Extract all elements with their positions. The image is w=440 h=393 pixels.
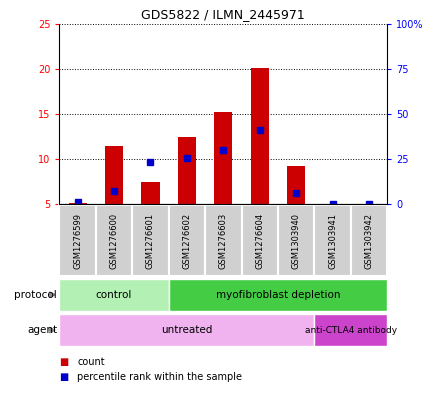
Text: ■: ■ [59,372,69,382]
Text: GSM1276600: GSM1276600 [110,213,118,269]
FancyBboxPatch shape [205,205,242,276]
FancyBboxPatch shape [59,205,96,276]
FancyBboxPatch shape [169,205,205,276]
Bar [214,112,232,204]
Bar [251,68,269,204]
FancyBboxPatch shape [96,205,132,276]
Text: anti-CTLA4 antibody: anti-CTLA4 antibody [305,326,397,334]
Title: GDS5822 / ILMN_2445971: GDS5822 / ILMN_2445971 [141,8,305,21]
FancyBboxPatch shape [59,279,169,310]
Text: control: control [96,290,132,300]
Text: GSM1276603: GSM1276603 [219,213,228,269]
Text: GSM1303941: GSM1303941 [328,213,337,269]
FancyBboxPatch shape [59,314,314,346]
Bar [105,145,123,204]
FancyBboxPatch shape [278,205,314,276]
FancyBboxPatch shape [314,205,351,276]
Text: untreated: untreated [161,325,213,335]
Text: percentile rank within the sample: percentile rank within the sample [77,372,242,382]
Text: count: count [77,356,105,367]
Text: GSM1303942: GSM1303942 [364,213,374,269]
Text: GSM1276601: GSM1276601 [146,213,155,269]
Text: agent: agent [27,325,57,335]
Text: myofibroblast depletion: myofibroblast depletion [216,290,340,300]
Bar [287,166,305,204]
Text: protocol: protocol [15,290,57,300]
FancyBboxPatch shape [132,205,169,276]
Text: GSM1276604: GSM1276604 [255,213,264,269]
Text: GSM1276599: GSM1276599 [73,213,82,269]
FancyBboxPatch shape [169,279,387,310]
FancyBboxPatch shape [351,205,387,276]
FancyBboxPatch shape [314,314,387,346]
Bar [141,182,160,204]
Text: GSM1276602: GSM1276602 [182,213,191,269]
Text: ■: ■ [59,356,69,367]
Text: GSM1303940: GSM1303940 [292,213,301,269]
FancyBboxPatch shape [242,205,278,276]
Bar [178,138,196,204]
